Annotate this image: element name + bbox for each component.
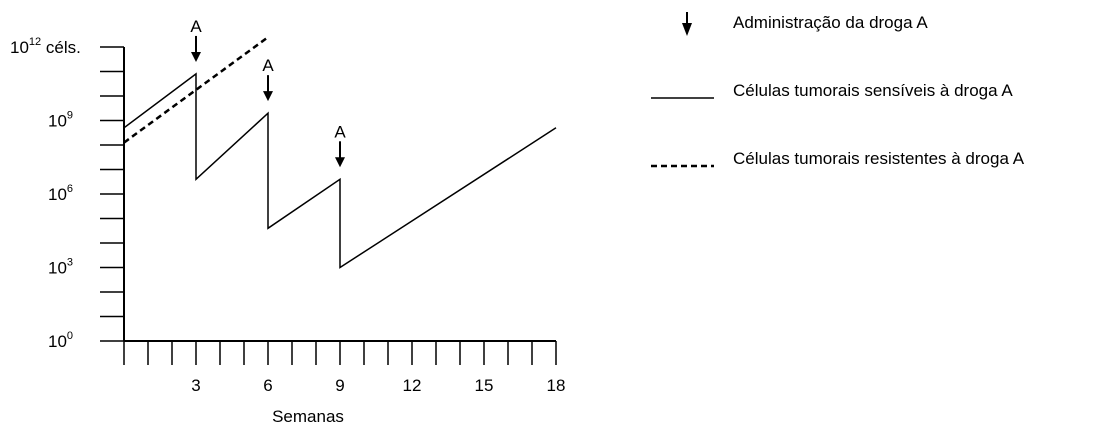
drug-a-arrow: A xyxy=(190,17,202,62)
drug-a-arrow: A xyxy=(334,122,346,168)
drug-a-label: A xyxy=(190,17,202,36)
y-ticks: 100 103 106 109 1012 céls. xyxy=(10,36,124,351)
axes: 100 103 106 109 1012 céls. 3 6 9 12 15 18 Semanas xyxy=(10,36,565,426)
y-tick-label: 106 xyxy=(48,183,73,204)
legend-label: Células tumorais resistentes à droga A xyxy=(733,149,1025,168)
annotation-layer: A A A xyxy=(190,17,346,168)
legend-item-administration: Administração da droga A xyxy=(682,12,928,36)
legend-item-sensitive: Células tumorais sensíveis à droga A xyxy=(651,81,1013,100)
arrow-head xyxy=(335,157,345,168)
x-tick-label: 6 xyxy=(263,376,272,395)
series-sensitive-line xyxy=(123,72,557,269)
down-arrow-icon xyxy=(682,12,692,36)
legend-item-resistant: Células tumorais resistentes à droga A xyxy=(651,149,1025,168)
legend-label: Células tumorais sensíveis à droga A xyxy=(733,81,1013,100)
y-tick-label: 103 xyxy=(48,257,73,278)
arrow-head xyxy=(263,91,273,102)
drug-a-label: A xyxy=(334,122,346,141)
y-tick-label: 109 xyxy=(48,110,73,131)
x-tick-label: 12 xyxy=(403,376,422,395)
series-layer xyxy=(123,36,557,269)
y-tick-label: 1012 céls. xyxy=(10,36,81,57)
legend: Administração da droga A Células tumorai… xyxy=(651,12,1025,168)
x-tick-label: 3 xyxy=(191,376,200,395)
x-tick-label: 18 xyxy=(547,376,566,395)
x-tick-label: 15 xyxy=(475,376,494,395)
x-axis-title: Semanas xyxy=(272,407,344,426)
arrow-head xyxy=(191,51,201,62)
drug-a-label: A xyxy=(262,56,274,75)
x-ticks: 3 6 9 12 15 18 xyxy=(123,341,566,395)
legend-label: Administração da droga A xyxy=(733,13,928,32)
x-tick-label: 9 xyxy=(335,376,344,395)
drug-a-arrow: A xyxy=(262,56,274,102)
y-tick-label: 100 xyxy=(48,330,73,351)
